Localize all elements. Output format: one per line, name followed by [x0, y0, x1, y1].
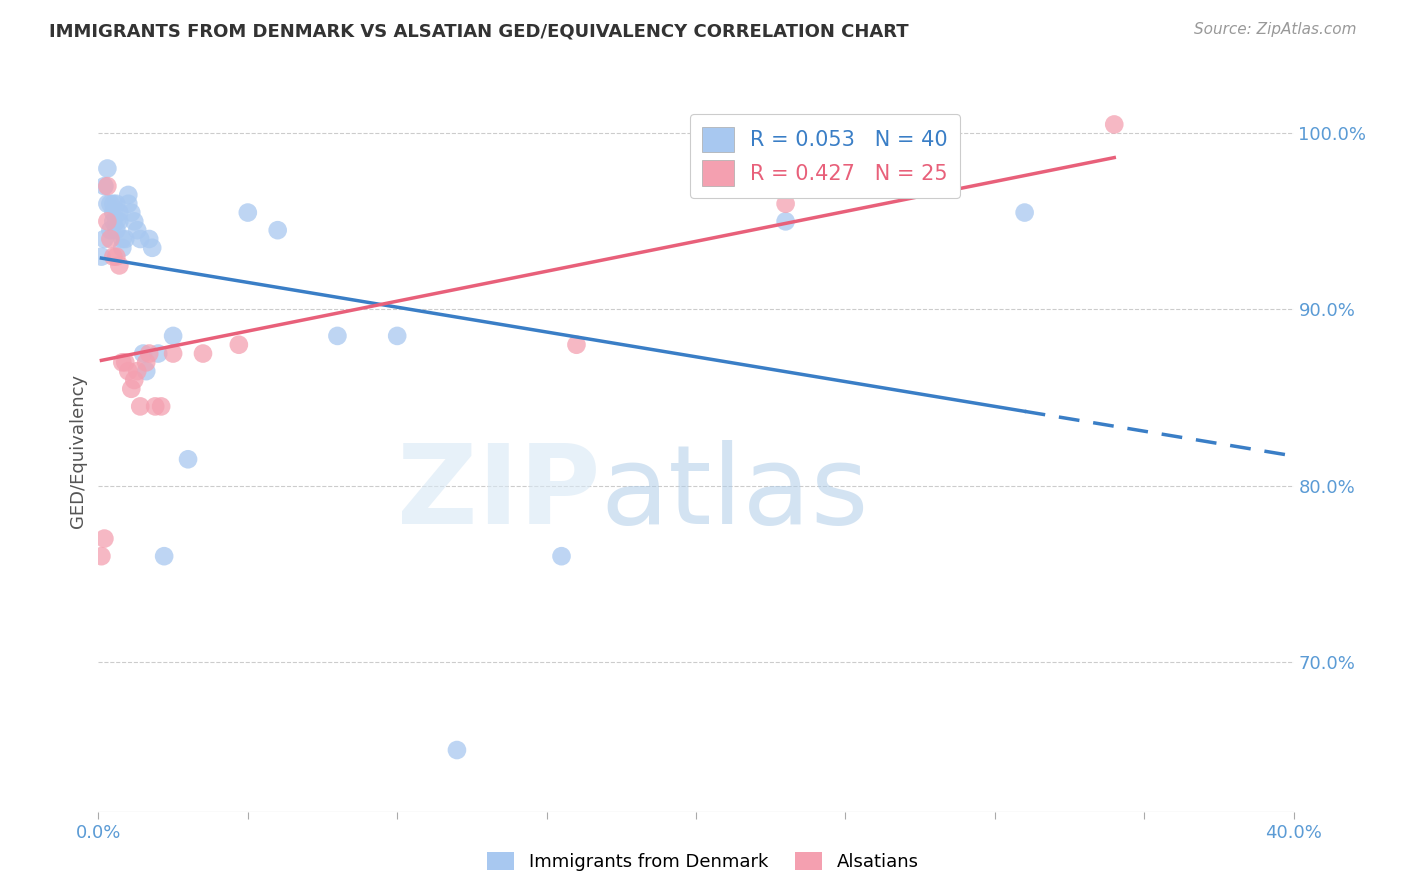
Point [93, 179, 115, 194]
Point [120, 205, 142, 219]
Point [228, 337, 250, 351]
Point [326, 329, 349, 343]
Y-axis label: GED/Equivalency: GED/Equivalency [69, 374, 87, 527]
Point [96, 161, 118, 176]
Point [775, 214, 797, 228]
Point [124, 373, 146, 387]
Point [105, 196, 128, 211]
Point [117, 364, 139, 378]
Point [1104, 118, 1126, 132]
Point [96, 196, 118, 211]
Point [93, 232, 115, 246]
Point [117, 196, 139, 211]
Point [105, 250, 128, 264]
Legend: R = 0.053   N = 40, R = 0.427   N = 25: R = 0.053 N = 40, R = 0.427 N = 25 [690, 114, 960, 198]
Point [114, 355, 136, 369]
Point [111, 232, 134, 246]
Point [138, 232, 160, 246]
Point [90, 250, 112, 264]
Point [148, 346, 170, 360]
Point [191, 346, 214, 360]
Point [129, 400, 152, 414]
Point [117, 188, 139, 202]
Point [236, 205, 259, 219]
Point [143, 400, 166, 414]
Point [103, 205, 125, 219]
Point [96, 179, 118, 194]
Point [111, 241, 134, 255]
Point [93, 532, 115, 546]
Point [177, 452, 200, 467]
Point [385, 329, 409, 343]
Point [120, 382, 142, 396]
Point [127, 364, 149, 378]
Point [108, 214, 131, 228]
Point [114, 232, 136, 246]
Point [135, 364, 157, 378]
Point [446, 743, 468, 757]
Point [550, 549, 572, 564]
Text: atlas: atlas [600, 441, 869, 548]
Point [98, 223, 122, 237]
Point [108, 259, 131, 273]
Point [775, 196, 797, 211]
Point [135, 355, 157, 369]
Text: IMMIGRANTS FROM DENMARK VS ALSATIAN GED/EQUIVALENCY CORRELATION CHART: IMMIGRANTS FROM DENMARK VS ALSATIAN GED/… [49, 22, 908, 40]
Point [150, 400, 173, 414]
Point [98, 196, 122, 211]
Point [124, 214, 146, 228]
Text: Source: ZipAtlas.com: Source: ZipAtlas.com [1194, 22, 1357, 37]
Point [105, 223, 128, 237]
Point [105, 214, 128, 228]
Point [103, 196, 125, 211]
Legend: Immigrants from Denmark, Alsatians: Immigrants from Denmark, Alsatians [479, 845, 927, 879]
Point [1014, 205, 1036, 219]
Point [103, 250, 125, 264]
Point [108, 205, 131, 219]
Text: ZIP: ZIP [396, 441, 600, 548]
Point [111, 355, 134, 369]
Point [162, 346, 184, 360]
Point [90, 549, 112, 564]
Point [129, 232, 152, 246]
Point [127, 223, 149, 237]
Point [96, 214, 118, 228]
Point [153, 549, 176, 564]
Point [98, 232, 122, 246]
Point [132, 346, 155, 360]
Point [162, 329, 184, 343]
Point [141, 241, 163, 255]
Point [565, 337, 588, 351]
Point [103, 214, 125, 228]
Point [138, 346, 160, 360]
Point [267, 223, 290, 237]
